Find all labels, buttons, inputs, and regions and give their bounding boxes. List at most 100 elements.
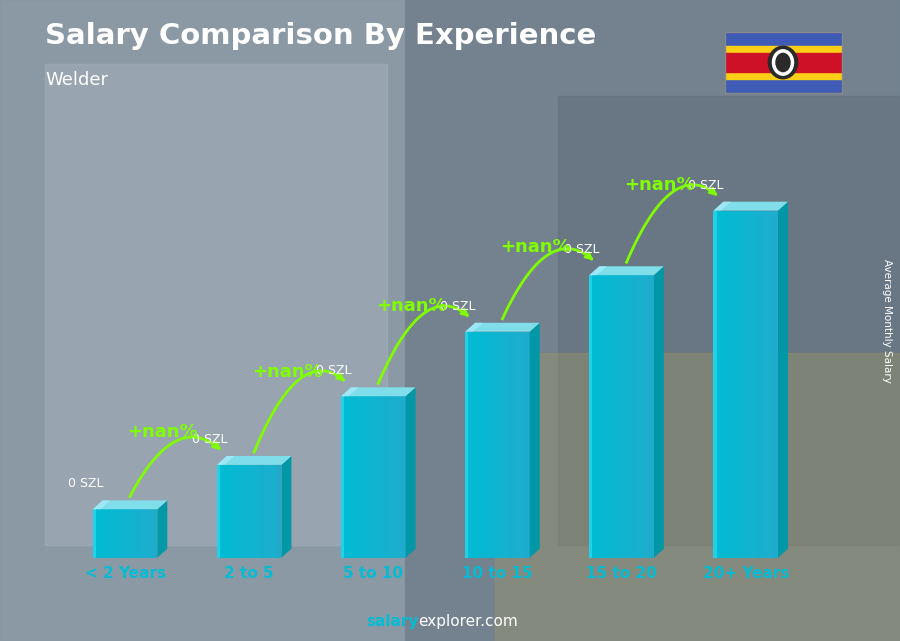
Polygon shape (103, 509, 105, 558)
Polygon shape (465, 323, 540, 331)
Polygon shape (93, 509, 96, 558)
Polygon shape (93, 501, 167, 509)
Text: 0 SZL: 0 SZL (316, 364, 351, 378)
Polygon shape (119, 509, 122, 558)
Polygon shape (125, 509, 129, 558)
Polygon shape (733, 211, 736, 558)
Ellipse shape (772, 50, 794, 75)
Polygon shape (530, 323, 540, 558)
Polygon shape (96, 509, 99, 558)
Polygon shape (730, 211, 733, 558)
Polygon shape (654, 266, 664, 558)
Polygon shape (482, 331, 484, 558)
Polygon shape (498, 331, 500, 558)
Polygon shape (396, 396, 400, 558)
Polygon shape (148, 509, 151, 558)
Polygon shape (514, 331, 517, 558)
Polygon shape (367, 396, 370, 558)
Polygon shape (638, 275, 641, 558)
Polygon shape (590, 275, 592, 558)
Polygon shape (115, 509, 119, 558)
Polygon shape (243, 465, 246, 558)
Text: +nan%: +nan% (376, 297, 446, 315)
Polygon shape (392, 396, 396, 558)
Polygon shape (246, 465, 249, 558)
Polygon shape (217, 465, 220, 558)
Polygon shape (644, 275, 647, 558)
Polygon shape (651, 275, 654, 558)
Polygon shape (759, 211, 762, 558)
Polygon shape (641, 275, 644, 558)
Polygon shape (345, 396, 347, 558)
Polygon shape (714, 211, 716, 558)
Polygon shape (616, 275, 618, 558)
Polygon shape (341, 387, 358, 396)
Polygon shape (720, 211, 724, 558)
Bar (724, 53, 842, 72)
Polygon shape (380, 396, 383, 558)
Polygon shape (341, 387, 416, 396)
Bar (724, 79, 842, 93)
Polygon shape (282, 456, 292, 558)
Polygon shape (272, 465, 275, 558)
Polygon shape (488, 331, 491, 558)
Polygon shape (504, 331, 508, 558)
Polygon shape (468, 331, 472, 558)
Text: 0 SZL: 0 SZL (564, 243, 599, 256)
Polygon shape (726, 211, 730, 558)
Polygon shape (151, 509, 154, 558)
Text: salary: salary (366, 615, 418, 629)
Polygon shape (386, 396, 390, 558)
Polygon shape (105, 509, 109, 558)
Polygon shape (526, 331, 530, 558)
Polygon shape (778, 202, 788, 558)
Text: 0 SZL: 0 SZL (68, 478, 104, 490)
Polygon shape (129, 509, 131, 558)
Polygon shape (400, 396, 402, 558)
Bar (45, 64, 387, 545)
Polygon shape (762, 211, 765, 558)
Polygon shape (746, 211, 749, 558)
Text: +nan%: +nan% (500, 238, 571, 256)
Polygon shape (390, 396, 392, 558)
Polygon shape (510, 331, 514, 558)
Text: explorer.com: explorer.com (418, 615, 518, 629)
Polygon shape (275, 465, 278, 558)
Polygon shape (465, 331, 468, 558)
Polygon shape (472, 331, 475, 558)
Bar (558, 96, 900, 545)
Bar (495, 353, 900, 641)
Polygon shape (217, 465, 220, 558)
Polygon shape (376, 396, 380, 558)
Polygon shape (266, 465, 268, 558)
Polygon shape (144, 509, 148, 558)
Polygon shape (647, 275, 651, 558)
Polygon shape (465, 323, 482, 331)
Polygon shape (402, 396, 406, 558)
Polygon shape (596, 275, 599, 558)
Polygon shape (237, 465, 239, 558)
Polygon shape (364, 396, 367, 558)
Polygon shape (716, 211, 720, 558)
Bar (405, 0, 900, 641)
Text: 0 SZL: 0 SZL (440, 300, 475, 313)
Polygon shape (628, 275, 631, 558)
Bar (0, 0, 405, 641)
Polygon shape (341, 396, 345, 558)
Polygon shape (370, 396, 374, 558)
Polygon shape (158, 501, 167, 558)
Polygon shape (742, 211, 746, 558)
Polygon shape (122, 509, 125, 558)
Polygon shape (752, 211, 755, 558)
Polygon shape (484, 331, 488, 558)
Polygon shape (93, 509, 96, 558)
Polygon shape (347, 396, 351, 558)
Polygon shape (259, 465, 262, 558)
Text: 0 SZL: 0 SZL (688, 179, 724, 192)
Polygon shape (256, 465, 259, 558)
Polygon shape (109, 509, 112, 558)
Polygon shape (508, 331, 510, 558)
Polygon shape (714, 202, 731, 211)
Polygon shape (494, 331, 498, 558)
Polygon shape (739, 211, 742, 558)
